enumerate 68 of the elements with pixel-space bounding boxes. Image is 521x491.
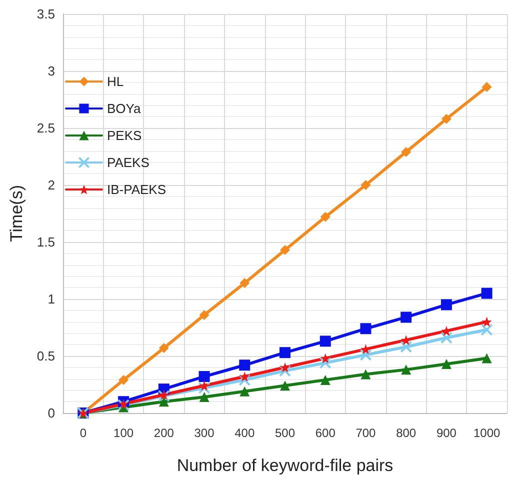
x-tick-label: 700 — [356, 426, 376, 440]
y-axis-title: Time(s) — [7, 185, 26, 242]
point — [401, 364, 412, 375]
x-tick-label: 100 — [114, 426, 134, 440]
y-tick-label: 3 — [48, 64, 55, 78]
y-tick-label: 0 — [48, 406, 55, 420]
x-tick-label: 1000 — [473, 426, 500, 440]
point — [240, 278, 250, 288]
point — [239, 360, 250, 371]
point — [279, 364, 291, 377]
x-tick-label: 200 — [154, 426, 174, 440]
point — [238, 374, 251, 386]
point — [198, 371, 210, 382]
y-tick-label: 0.5 — [36, 348, 55, 364]
x-tick-label: 900 — [436, 426, 457, 440]
point — [480, 324, 493, 336]
point — [118, 374, 129, 385]
point — [401, 146, 412, 157]
point — [441, 358, 452, 369]
point — [400, 340, 412, 353]
legend-label: HL — [107, 74, 124, 89]
point — [482, 316, 492, 327]
point — [440, 299, 452, 310]
point — [240, 372, 250, 382]
point — [320, 336, 331, 347]
point — [199, 380, 210, 391]
x-axis-title: Number of keyword-file pairs — [176, 456, 394, 475]
x-tick-label: 500 — [274, 426, 296, 440]
y-tick-label: 2.5 — [36, 120, 55, 136]
y-tick-label: 1 — [48, 292, 55, 306]
point — [360, 369, 371, 380]
x-tick-label: 800 — [396, 426, 416, 440]
point — [280, 380, 290, 391]
point — [158, 396, 169, 407]
y-tick-label: 1.5 — [36, 234, 55, 250]
x-tick-label: 0 — [80, 426, 87, 440]
y-tick-label: 3.5 — [36, 6, 55, 22]
legend-label: PEKS — [107, 128, 142, 143]
point — [280, 362, 290, 372]
point — [319, 356, 332, 369]
point — [360, 323, 372, 334]
point — [320, 353, 330, 364]
point — [198, 382, 210, 394]
point — [280, 244, 290, 255]
x-tick-label: 600 — [315, 426, 336, 440]
point — [240, 386, 250, 396]
point — [481, 288, 492, 299]
legend-label: PAEKS — [107, 155, 150, 170]
point — [158, 343, 169, 354]
x-tick-label: 300 — [194, 426, 215, 440]
point — [320, 374, 330, 385]
point — [118, 399, 130, 412]
point — [118, 398, 129, 409]
point — [360, 180, 371, 190]
legend-label: IB-PAEKS — [107, 182, 166, 197]
point — [199, 310, 210, 320]
point — [360, 348, 372, 361]
point — [482, 82, 492, 92]
point — [441, 114, 452, 124]
point — [320, 212, 330, 222]
point — [400, 312, 412, 323]
x-tick-label: 400 — [234, 426, 255, 440]
point — [199, 392, 210, 402]
point — [440, 332, 452, 344]
legend-label: BOYa — [107, 101, 142, 116]
point — [482, 353, 492, 364]
y-tick-label: 2 — [48, 178, 55, 192]
point — [280, 347, 290, 358]
